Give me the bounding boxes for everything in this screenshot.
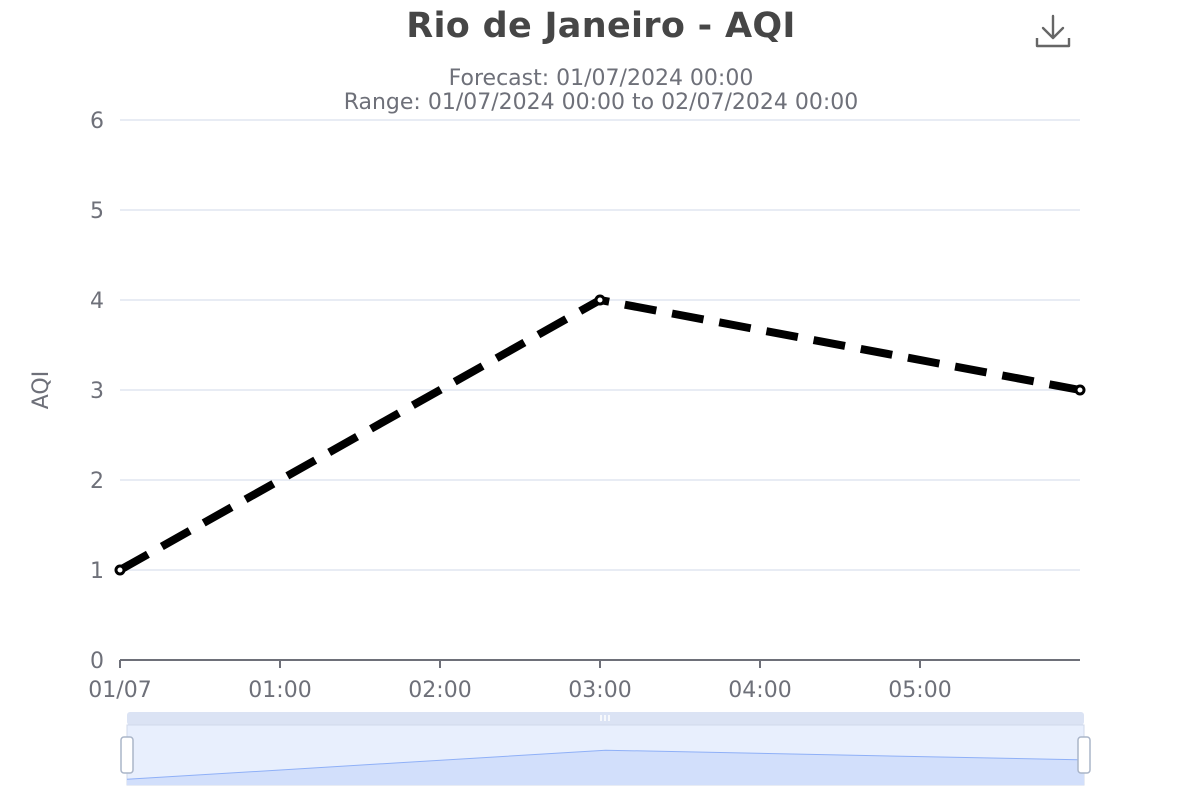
y-tick-label: 1	[90, 559, 104, 584]
y-tick-label: 4	[90, 289, 104, 314]
zoom-start-handle[interactable]	[120, 736, 134, 774]
y-tick-label: 3	[90, 379, 104, 404]
zoom-end-handle[interactable]	[1077, 736, 1091, 774]
chart-title: Rio de Janeiro - AQI	[406, 6, 796, 46]
x-tick-label: 05:00	[888, 678, 951, 703]
chart-subtitle-range: Range: 01/07/2024 00:00 to 02/07/2024 00…	[343, 90, 859, 115]
y-tick-label: 2	[90, 469, 104, 494]
download-button[interactable]	[1033, 12, 1073, 52]
zoom-preview-area	[127, 750, 1084, 785]
series-line	[118, 296, 1081, 574]
x-tick-label: 01/07	[88, 678, 151, 703]
x-tick-label: 01:00	[248, 678, 311, 703]
download-icon	[1035, 14, 1071, 48]
y-tick-label: 0	[90, 649, 104, 674]
y-tick-label: 6	[90, 109, 104, 134]
zoom-preview-line	[126, 749, 1085, 780]
x-tick-label: 02:00	[408, 678, 471, 703]
y-tick-label: 5	[90, 199, 104, 224]
x-tick-label: 04:00	[728, 678, 791, 703]
data-point[interactable]	[114, 564, 126, 576]
data-point[interactable]	[1074, 384, 1086, 396]
chart-subtitle-forecast: Forecast: 01/07/2024 00:00	[448, 66, 754, 91]
y-axis-label: AQI	[29, 371, 54, 409]
x-tick-label: 03:00	[568, 678, 631, 703]
data-point[interactable]	[594, 294, 606, 306]
